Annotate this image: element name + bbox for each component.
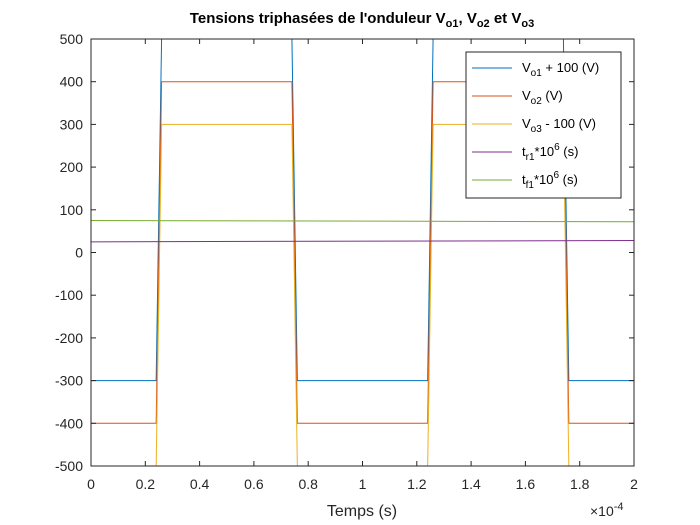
- title-sub1: o1: [446, 18, 459, 30]
- series-line-5: [90, 219, 635, 223]
- x-tick-label: 1.2: [407, 476, 427, 492]
- x-exponent-base: ×10: [590, 503, 614, 519]
- legend-entries: Vo1 + 100 (V) Vo2 (V) Vo3 - 100 (V) tr1*106…: [472, 60, 599, 191]
- x-exponent-power: -4: [614, 501, 624, 513]
- x-tick-label: 0.4: [190, 476, 210, 492]
- series-line-1: [91, 38, 634, 382]
- x-tick-label: 1.4: [461, 476, 481, 492]
- x-axis-label: Temps (s): [327, 503, 397, 520]
- chart-title: Tensions triphasées de l'onduleur Vo1, V…: [190, 10, 534, 30]
- y-tick-label: -500: [55, 458, 83, 474]
- title-prefix: Tensions triphasées de l'onduleur V: [190, 10, 446, 27]
- y-tick-label: 0: [75, 245, 83, 261]
- legend-label-2: Vo2 (V): [522, 88, 563, 107]
- y-tick-label: 500: [60, 31, 84, 47]
- legend-label-3: Vo3 - 100 (V): [522, 116, 596, 135]
- title-sub3: o3: [521, 18, 534, 30]
- x-axis-exponent: ×10-4: [590, 501, 624, 519]
- x-tick-label: 0.6: [244, 476, 264, 492]
- y-tick-label: -400: [55, 415, 83, 431]
- series-line-2: [91, 81, 634, 424]
- y-tick-label: 400: [60, 74, 84, 90]
- x-tick-label: 1: [359, 476, 367, 492]
- title-sep2: et V: [490, 10, 522, 27]
- x-tick-label: 1.8: [570, 476, 590, 492]
- series-line-4: [90, 240, 635, 243]
- y-tick-label: 100: [60, 202, 84, 218]
- y-tick-label: -200: [55, 330, 83, 346]
- legend-label-4: tr1*106 (s): [522, 142, 578, 163]
- series-layer: [90, 38, 635, 467]
- legend: Vo1 + 100 (V) Vo2 (V) Vo3 - 100 (V) tr1*106…: [465, 51, 622, 199]
- y-tick-label: -300: [55, 373, 83, 389]
- x-tick-label: 0.8: [298, 476, 318, 492]
- legend-box: [465, 51, 622, 199]
- ticks-layer: 0 0.2 0.4 0.6 0.8 1 1.2 1.4 1.6 1.8 2 -500 -400 -300 -…: [55, 31, 638, 492]
- title-sep1: , V: [458, 10, 476, 27]
- y-tick-label: 300: [60, 116, 84, 132]
- title-sub2: o2: [477, 18, 490, 30]
- x-tick-label: 1.6: [516, 476, 536, 492]
- x-tick-label: 0: [87, 476, 95, 492]
- x-tick-label: 0.2: [136, 476, 156, 492]
- legend-label-1: Vo1 + 100 (V): [522, 60, 599, 79]
- y-tick-label: 200: [60, 159, 84, 175]
- y-tick-label: -100: [55, 287, 83, 303]
- legend-label-5: tf1*106 (s): [522, 170, 578, 191]
- x-tick-label: 2: [630, 476, 638, 492]
